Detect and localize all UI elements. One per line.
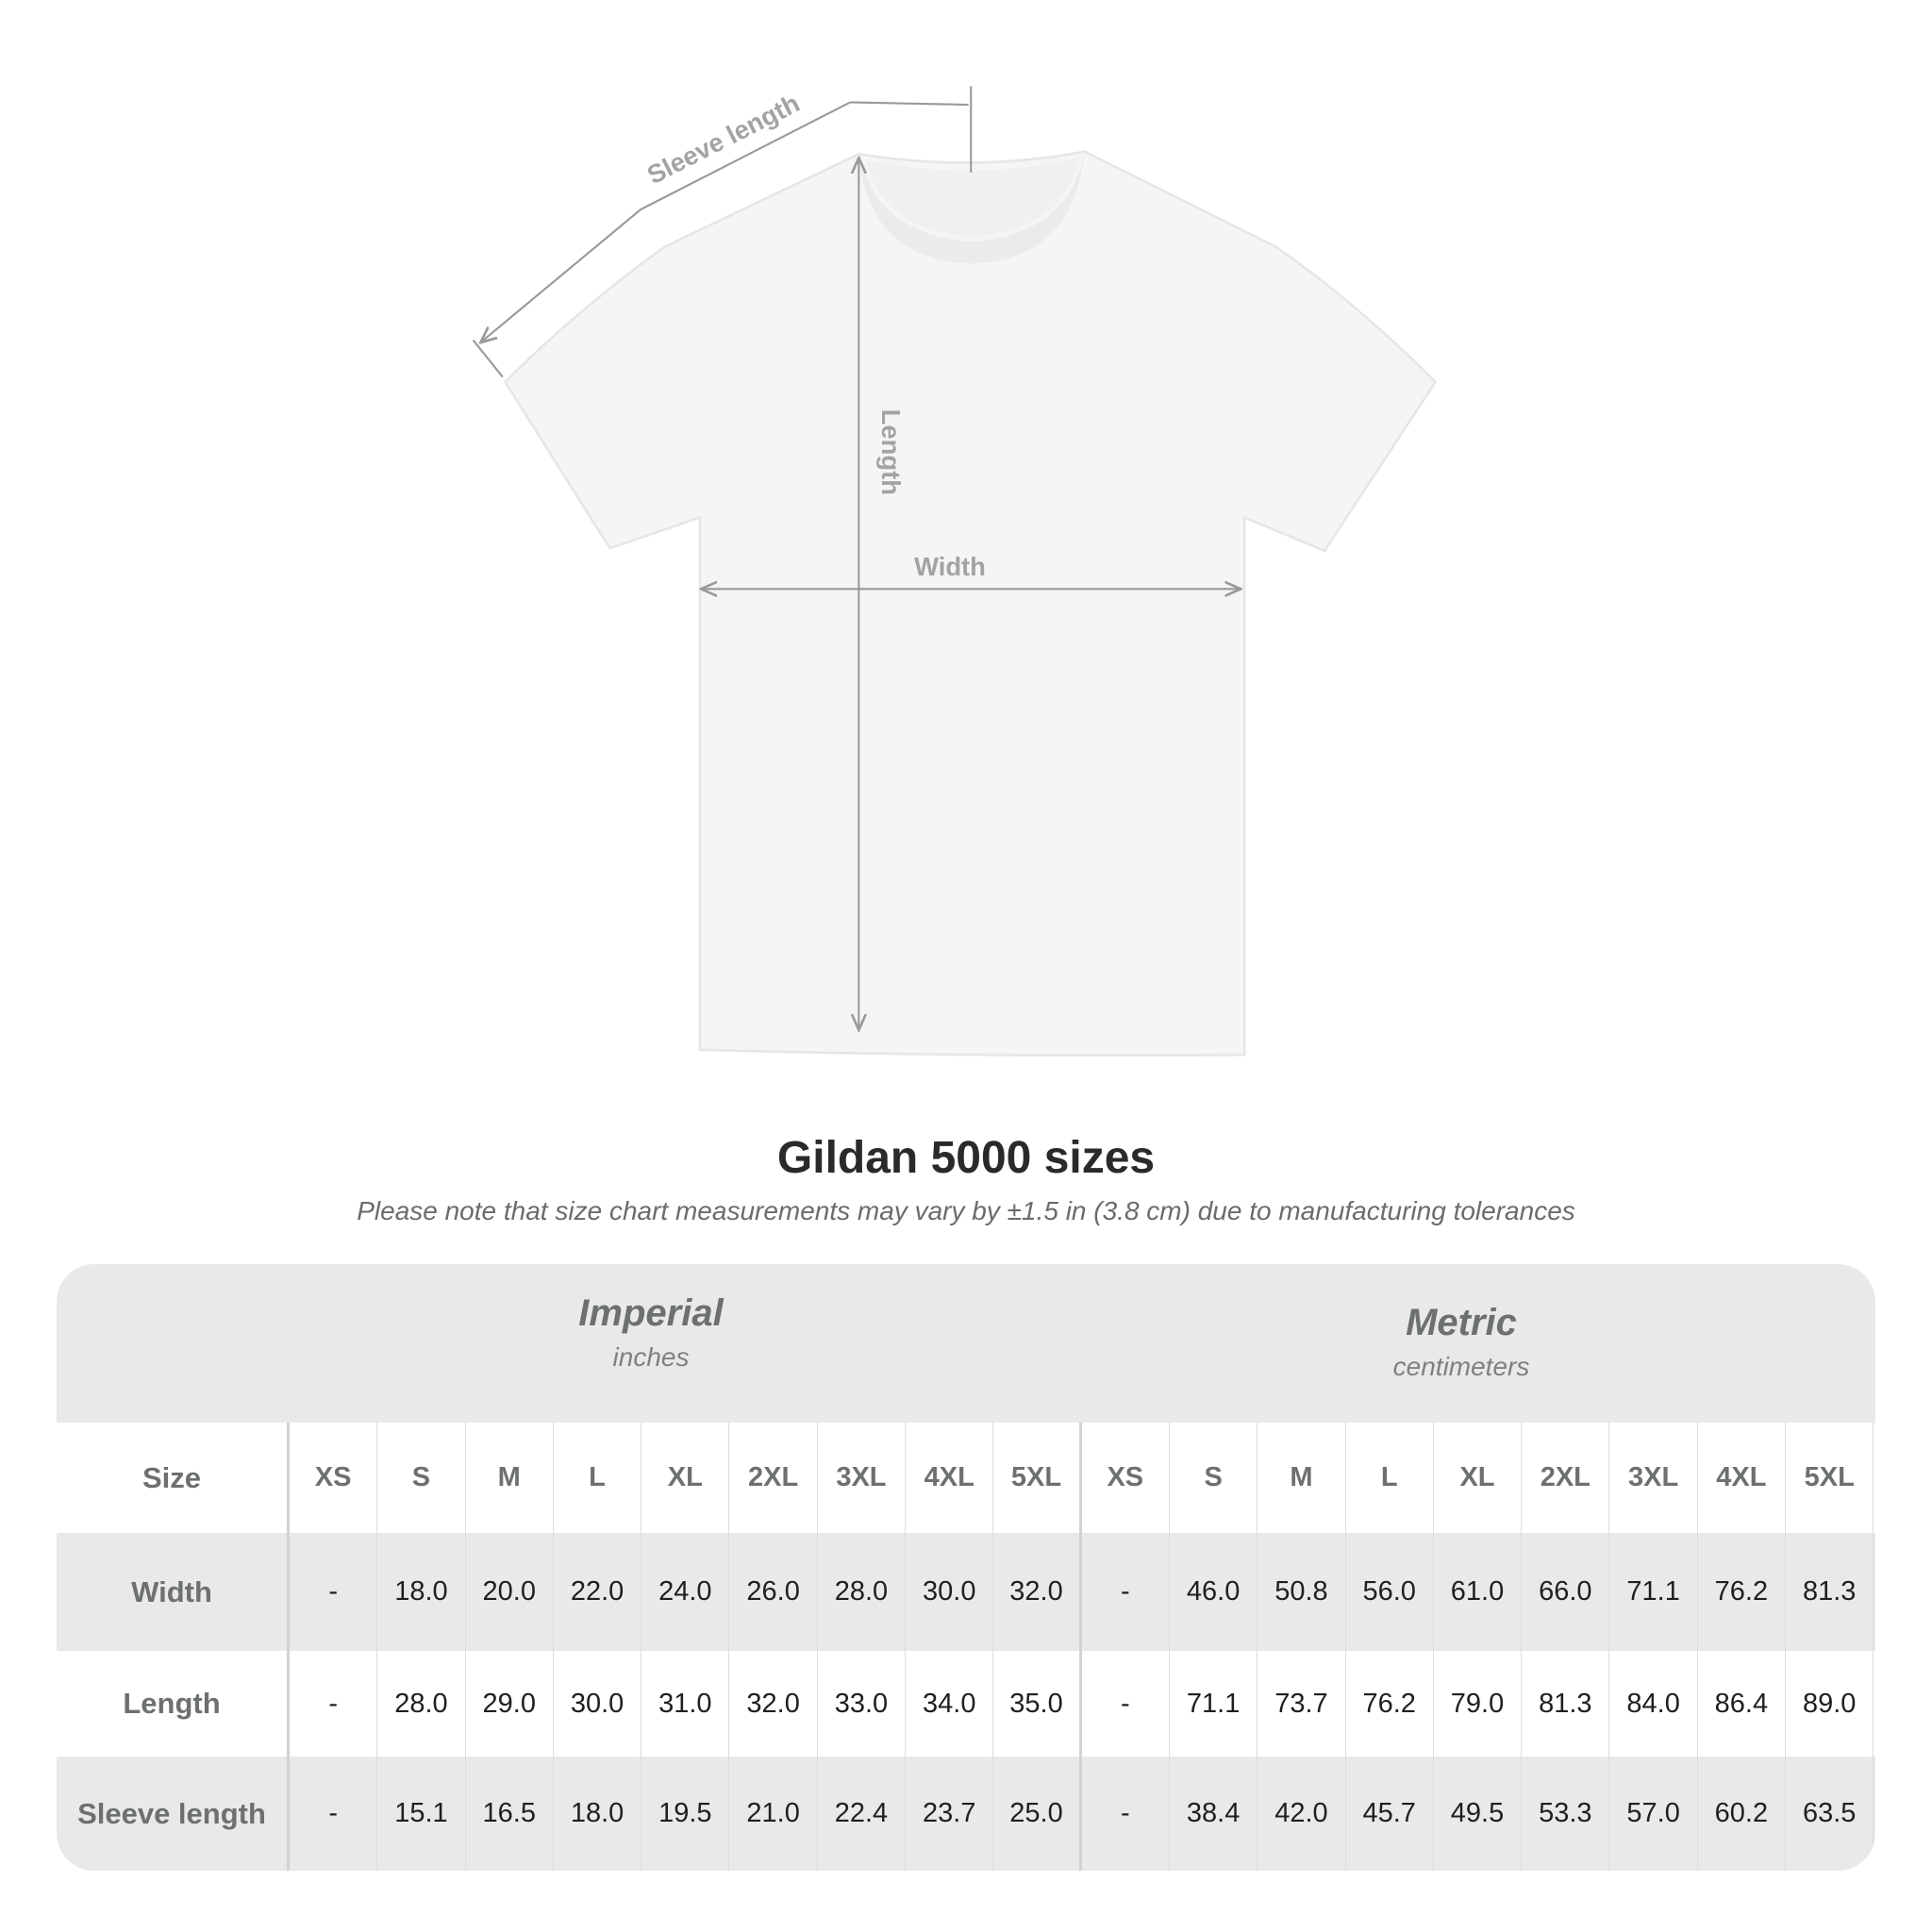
sleeve-length-dimension — [472, 86, 973, 378]
metric-value-4xl: 60.2 — [1698, 1757, 1787, 1871]
row-label: Sleeve length — [57, 1757, 290, 1871]
size-header-row: Size XS S M L XL 2XL 3XL 4XL 5XL XS S M L XL 2XL 3XL 4XL 5… — [57, 1423, 1875, 1533]
metric-value-2xl: 53.3 — [1522, 1757, 1610, 1871]
metric-size-3xl: 3XL — [1609, 1423, 1698, 1533]
tshirt-collar-inner — [866, 158, 1078, 237]
metric-size-5xl: 5XL — [1786, 1423, 1874, 1533]
imperial-value-5xl: 25.0 — [993, 1757, 1082, 1871]
metric-value-m: 73.7 — [1257, 1651, 1346, 1757]
imperial-header: Imperial inches — [255, 1292, 1047, 1373]
metric-size-xs: XS — [1082, 1423, 1170, 1533]
imperial-size-m: M — [466, 1423, 554, 1533]
metric-value-l: 56.0 — [1346, 1533, 1434, 1651]
imperial-value-4xl: 30.0 — [906, 1533, 994, 1651]
imperial-value-s: 18.0 — [377, 1533, 466, 1651]
metric-size-2xl: 2XL — [1522, 1423, 1610, 1533]
metric-value-xs: - — [1082, 1757, 1170, 1871]
metric-header: Metric centimeters — [1065, 1302, 1857, 1382]
metric-unit: centimeters — [1392, 1352, 1530, 1381]
row-label: Width — [57, 1533, 290, 1651]
imperial-value-xs: - — [290, 1757, 378, 1871]
imperial-value-l: 18.0 — [554, 1757, 642, 1871]
metric-value-m: 50.8 — [1257, 1533, 1346, 1651]
length-label: Length — [876, 409, 906, 495]
metric-size-s: S — [1170, 1423, 1258, 1533]
metric-title: Metric — [1406, 1302, 1517, 1343]
imperial-value-2xl: 32.0 — [729, 1651, 818, 1757]
metric-value-s: 38.4 — [1170, 1757, 1258, 1871]
imperial-value-xs: - — [290, 1651, 378, 1757]
imperial-value-l: 22.0 — [554, 1533, 642, 1651]
imperial-value-xl: 24.0 — [641, 1533, 730, 1651]
tolerance-note: Please note that size chart measurements… — [357, 1196, 1575, 1225]
imperial-size-xs: XS — [290, 1423, 378, 1533]
metric-value-3xl: 57.0 — [1609, 1757, 1698, 1871]
imperial-value-2xl: 26.0 — [729, 1533, 818, 1651]
metric-value-xl: 49.5 — [1434, 1757, 1523, 1871]
size-header-label: Size — [57, 1423, 290, 1533]
imperial-value-4xl: 23.7 — [906, 1757, 994, 1871]
imperial-value-2xl: 21.0 — [729, 1757, 818, 1871]
imperial-value-s: 28.0 — [377, 1651, 466, 1757]
metric-size-4xl: 4XL — [1698, 1423, 1787, 1533]
imperial-value-xl: 19.5 — [641, 1757, 730, 1871]
width-label: Width — [914, 552, 986, 581]
metric-value-5xl: 81.3 — [1786, 1533, 1874, 1651]
metric-size-l: L — [1346, 1423, 1434, 1533]
size-grid: Size XS S M L XL 2XL 3XL 4XL 5XL XS S M L XL 2XL 3XL 4XL 5… — [57, 1423, 1875, 1871]
metric-value-xl: 61.0 — [1434, 1533, 1523, 1651]
metric-value-5xl: 63.5 — [1786, 1757, 1874, 1871]
imperial-value-xs: - — [290, 1533, 378, 1651]
imperial-size-s: S — [377, 1423, 466, 1533]
table-row-width: Width -18.0 20.0 22.0 24.0 26.0 28.0 30.0 32.0-4… — [57, 1533, 1875, 1651]
metric-value-3xl: 71.1 — [1609, 1533, 1698, 1651]
metric-value-4xl: 86.4 — [1698, 1651, 1787, 1757]
table-row-length: Length -28.0 29.0 30.0 31.0 32.0 33.0 34.0 35.0-… — [57, 1651, 1875, 1757]
metric-size-xl: XL — [1434, 1423, 1523, 1533]
imperial-size-4xl: 4XL — [906, 1423, 994, 1533]
size-chart-table: Imperial inches Metric centimeters Size X… — [57, 1264, 1875, 1871]
imperial-size-2xl: 2XL — [729, 1423, 818, 1533]
imperial-value-m: 16.5 — [466, 1757, 554, 1871]
imperial-value-3xl: 22.4 — [818, 1757, 907, 1871]
metric-value-3xl: 84.0 — [1609, 1651, 1698, 1757]
imperial-unit: inches — [612, 1342, 690, 1372]
metric-value-2xl: 81.3 — [1522, 1651, 1610, 1757]
metric-size-m: M — [1257, 1423, 1346, 1533]
metric-value-xs: - — [1082, 1533, 1170, 1651]
metric-value-xs: - — [1082, 1651, 1170, 1757]
metric-value-2xl: 66.0 — [1522, 1533, 1610, 1651]
metric-value-s: 71.1 — [1170, 1651, 1258, 1757]
imperial-value-m: 20.0 — [466, 1533, 554, 1651]
tshirt-collar — [858, 151, 1085, 264]
imperial-value-m: 29.0 — [466, 1651, 554, 1757]
metric-value-xl: 79.0 — [1434, 1651, 1523, 1757]
page-title: Gildan 5000 sizes — [776, 1133, 1156, 1183]
metric-value-m: 42.0 — [1257, 1757, 1346, 1871]
imperial-size-xl: XL — [641, 1423, 730, 1533]
imperial-value-3xl: 28.0 — [818, 1533, 907, 1651]
metric-value-l: 45.7 — [1346, 1757, 1434, 1871]
imperial-value-5xl: 35.0 — [993, 1651, 1082, 1757]
imperial-value-4xl: 34.0 — [906, 1651, 994, 1757]
metric-value-s: 46.0 — [1170, 1533, 1258, 1651]
imperial-value-3xl: 33.0 — [818, 1651, 907, 1757]
metric-value-5xl: 89.0 — [1786, 1651, 1874, 1757]
imperial-title: Imperial — [578, 1292, 724, 1334]
metric-value-4xl: 76.2 — [1698, 1533, 1787, 1651]
imperial-value-s: 15.1 — [377, 1757, 466, 1871]
tshirt-body — [503, 150, 1438, 1057]
imperial-value-xl: 31.0 — [641, 1651, 730, 1757]
imperial-size-5xl: 5XL — [993, 1423, 1082, 1533]
metric-value-l: 76.2 — [1346, 1651, 1434, 1757]
table-row-sleeve-length: Sleeve length -15.1 16.5 18.0 19.5 21.0 22.4 23… — [57, 1757, 1875, 1871]
imperial-size-3xl: 3XL — [818, 1423, 907, 1533]
row-label: Length — [57, 1651, 290, 1757]
imperial-value-5xl: 32.0 — [993, 1533, 1082, 1651]
imperial-value-l: 30.0 — [554, 1651, 642, 1757]
imperial-size-l: L — [554, 1423, 642, 1533]
